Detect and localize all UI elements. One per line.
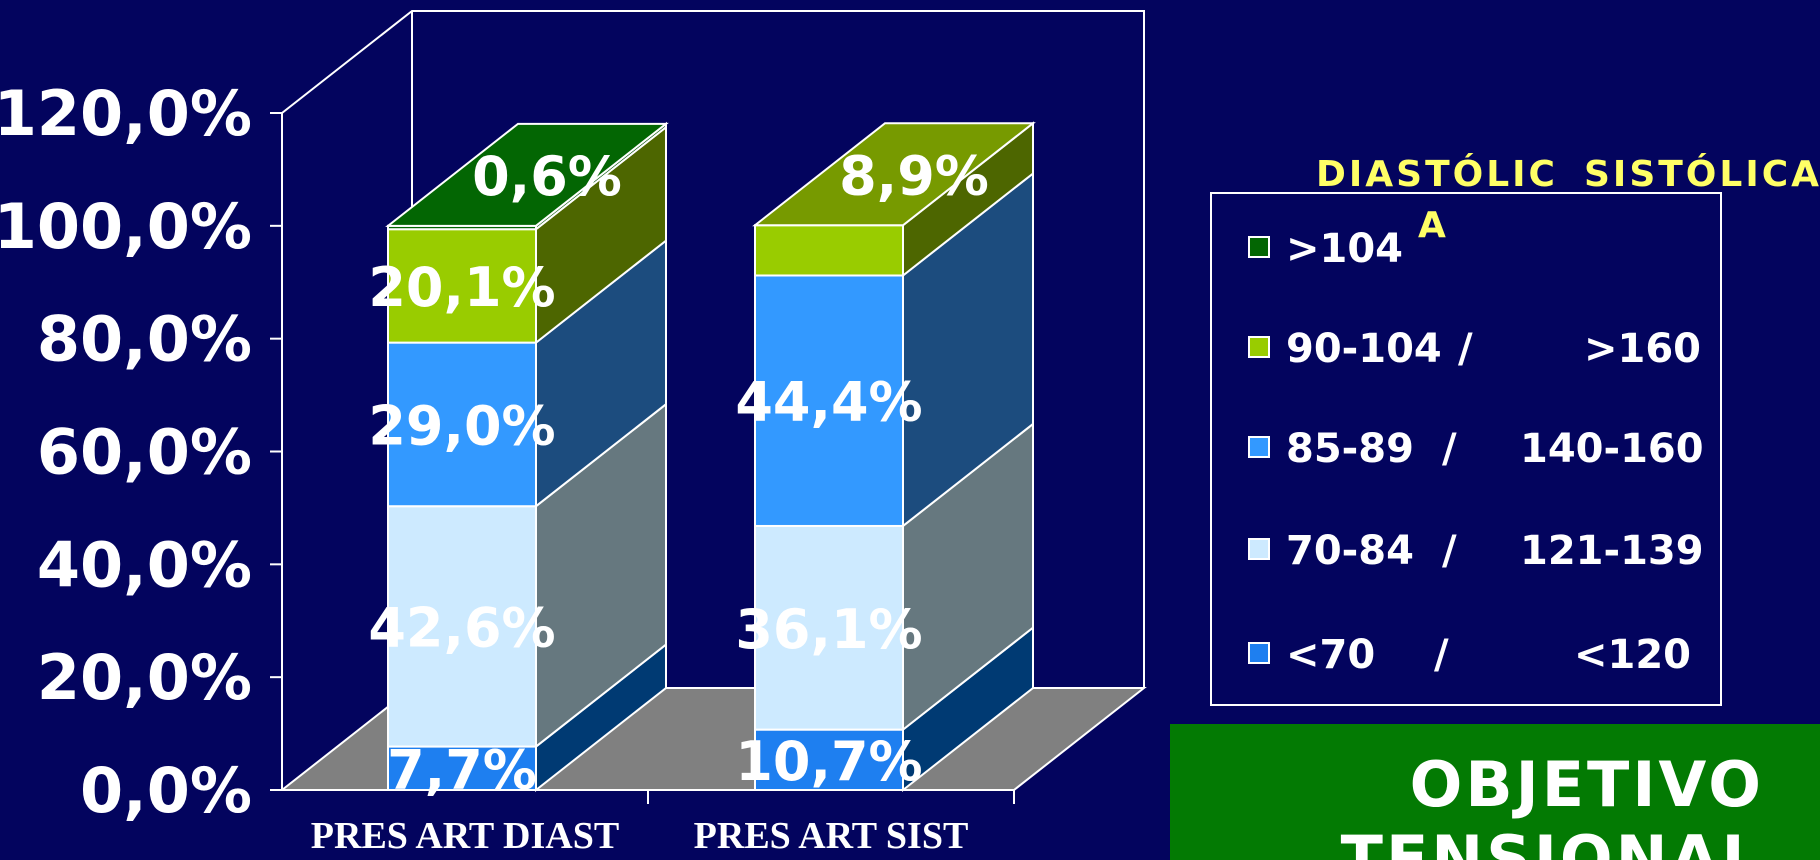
legend-diastolic-label: <70 [1286, 632, 1376, 678]
banner-line-1: OBJETIVO [1409, 748, 1764, 821]
legend-diastolic-label: >104 [1286, 226, 1404, 272]
data-label: 0,6% [472, 145, 622, 208]
y-tick-label: 20,0% [37, 641, 252, 714]
legend-header-diastolic-wrap: A [1418, 205, 1449, 246]
bar-top-face [385, 122, 669, 227]
bar-segment-front [387, 341, 537, 508]
bar-segment-front [754, 224, 904, 277]
legend-separator: / [1442, 426, 1457, 472]
data-label: 20,1% [368, 256, 555, 319]
y-tick-label: 120,0% [0, 77, 252, 150]
legend-diastolic-label: 70-84 [1286, 528, 1414, 574]
legend-diastolic-label: 90-104 [1286, 326, 1442, 372]
y-tick-label: 80,0% [37, 303, 252, 376]
legend-header-sistolic: SISTÓLICA [1584, 154, 1820, 195]
legend-diastolic-label: 85-89 [1286, 426, 1414, 472]
y-tick-label: 0,0% [80, 754, 252, 827]
data-label: 8,9% [839, 144, 989, 207]
bar-segment-front [754, 524, 904, 731]
legend-sistolic-label: 140-160 [1520, 426, 1704, 472]
legend-swatch-icon [1248, 436, 1270, 458]
legend-swatch-icon [1248, 236, 1270, 258]
y-tick-label: 100,0% [0, 190, 252, 263]
legend-swatch-icon [1248, 336, 1270, 358]
x-tick-label: PRES ART SIST [694, 815, 969, 857]
x-tick-label: PRES ART DIAST [311, 815, 619, 857]
data-label: 10,7% [735, 730, 922, 793]
legend [1210, 192, 1722, 706]
back-wall-outline [281, 10, 1145, 688]
objetivo-tensional-text: OBJETIVO TENSIONAL [1170, 748, 1820, 860]
banner-line-2: TENSIONAL [1340, 822, 1764, 860]
objetivo-tensional-banner: OBJETIVO TENSIONAL [1170, 724, 1820, 860]
legend-header-diastolic: DIASTÓLIC [1316, 154, 1558, 195]
legend-swatch-icon [1248, 642, 1270, 664]
legend-separator: / [1442, 528, 1457, 574]
data-label: 7,7% [387, 738, 537, 801]
legend-separator: / [1434, 632, 1449, 678]
bar-segment-front [387, 745, 537, 791]
y-tick-label: 60,0% [37, 416, 252, 489]
stacked-bar-chart: 0,0% 20,0% 40,0% 60,0% 80,0% 100,0% 120,0% PRES… [0, 10, 1147, 857]
bar-segment-front [754, 728, 904, 791]
legend-sistolic-label: >160 [1584, 326, 1702, 372]
y-tick-label: 40,0% [37, 528, 252, 601]
legend-sistolic-label: <120 [1574, 632, 1692, 678]
bar-segment-front [387, 505, 537, 748]
legend-swatch-icon [1248, 538, 1270, 560]
legend-separator: / [1458, 326, 1473, 372]
data-label: 44,4% [735, 371, 922, 434]
data-label: 29,0% [368, 394, 555, 457]
data-label: 42,6% [368, 596, 555, 659]
bar-segment-front [754, 274, 904, 527]
data-label: 36,1% [735, 598, 922, 661]
legend-sistolic-label: 121-139 [1520, 528, 1704, 574]
bar-top-face [752, 122, 1036, 227]
